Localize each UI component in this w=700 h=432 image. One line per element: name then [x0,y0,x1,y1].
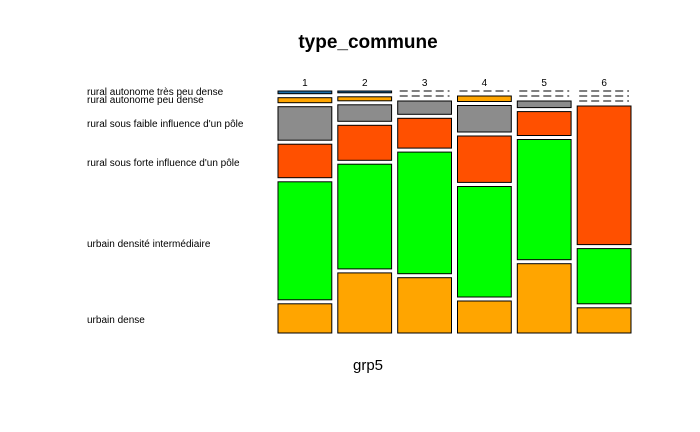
tile-group-4-cat-4 [457,95,512,102]
tile-group-2-cat-2 [337,124,393,161]
category-label-5: rural autonome très peu dense [87,87,224,98]
tile-group-5-cat-1 [516,139,572,261]
tile-group-5-cat-0 [516,263,572,334]
group-label-1: 1 [302,78,308,89]
mosaic-tiles [277,90,632,334]
tile-group-6-cat-1 [576,248,632,305]
category-label-3: rural sous faible influence d'un pôle [87,119,244,130]
tile-group-1-cat-1 [277,181,333,301]
tile-group-2-cat-3 [337,104,393,122]
group-label-3: 3 [422,78,428,89]
tile-group-6-cat-0 [576,307,632,334]
category-label-2: rural sous forte influence d'un pôle [87,158,240,169]
category-labels: urbain dense urbain densité intermédiaire… [87,87,244,326]
tile-group-3-cat-3 [397,100,453,115]
group-label-5: 5 [541,78,547,89]
tile-group-2-cat-5 [337,90,393,94]
tile-group-1-cat-5 [277,90,333,95]
group-label-4: 4 [482,78,488,89]
tile-group-5-cat-2 [516,111,572,136]
tile-group-4-cat-1 [457,186,512,298]
tile-group-6-cat-2 [576,105,632,246]
tile-group-4-cat-3 [457,105,512,133]
tile-group-4-cat-0 [457,300,512,334]
group-tick-labels: 1 2 3 4 5 6 [302,78,607,89]
category-label-4: rural autonome peu dense [87,95,204,106]
tile-group-5-cat-3 [516,100,572,109]
category-label-0: urbain dense [87,315,145,326]
tile-group-2-cat-0 [337,272,393,334]
tile-group-1-cat-2 [277,143,333,179]
tile-group-1-cat-3 [277,106,333,141]
x-axis-label: grp5 [353,357,383,374]
tile-group-1-cat-0 [277,303,333,334]
tile-group-2-cat-1 [337,163,393,270]
tile-group-3-cat-0 [397,277,453,334]
tile-group-1-cat-4 [277,97,333,104]
group-label-6: 6 [601,78,607,89]
tile-group-3-cat-2 [397,117,453,149]
tile-group-2-cat-4 [337,96,393,102]
tile-group-3-cat-1 [397,151,453,275]
group-label-2: 2 [362,78,368,89]
category-label-1: urbain densité intermédiaire [87,239,211,250]
tile-group-4-cat-2 [457,135,512,183]
chart-title: type_commune [298,32,437,53]
